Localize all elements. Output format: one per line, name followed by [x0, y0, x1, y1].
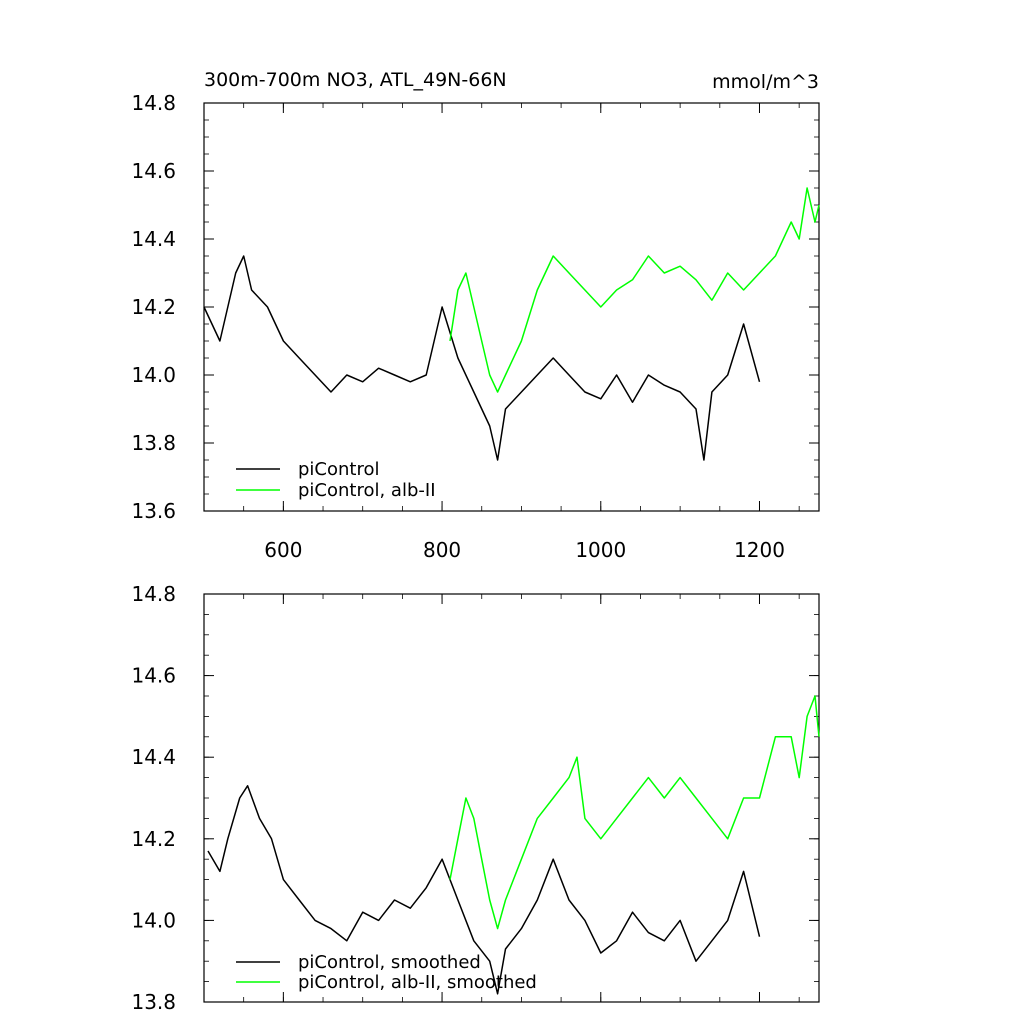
- series-line-picontrol: [207, 785, 761, 995]
- bottom-panel-ticks: 13.8 14.0 14.2 14.4 14.6 14.8: [131, 582, 819, 1014]
- x-tick-label: 1200: [734, 538, 785, 562]
- bottom-panel-legend: piControl, smoothed piControl, alb-II, s…: [236, 952, 537, 993]
- y-tick-label: 14.6: [131, 664, 176, 688]
- top-panel-units: mmol/m^3: [712, 71, 819, 93]
- bottom-panel: 13.8 14.0 14.2 14.4 14.6 14.8 piControl, smoo…: [131, 582, 820, 1014]
- legend-label-picontrol-alb-ii: piControl, alb-II: [298, 480, 436, 501]
- top-panel-title: 300m-700m NO3, ATL_49N-66N: [204, 69, 507, 91]
- x-tick-label: 600: [264, 538, 302, 562]
- top-panel-legend: piControl piControl, alb-II: [236, 459, 436, 501]
- y-tick-label: 13.8: [131, 431, 176, 455]
- top-panel-frame: [203, 102, 820, 512]
- top-panel-ticks: 13.6 13.8 14.0 14.2 14.4 14.6 14.8 600 800 1000 12…: [131, 91, 819, 562]
- y-tick-label: 14.2: [131, 295, 176, 319]
- y-tick-label: 13.8: [131, 990, 176, 1014]
- series-line-picontrol: [203, 255, 761, 461]
- y-tick-label: 14.6: [131, 159, 176, 183]
- y-tick-label: 13.6: [131, 499, 176, 523]
- series-line-picontrol-alb-ii: [449, 695, 820, 930]
- y-tick-label: 14.4: [131, 745, 176, 769]
- x-tick-label: 1000: [575, 538, 626, 562]
- top-panel: 300m-700m NO3, ATL_49N-66N mmol/m^3 13.6…: [131, 69, 820, 562]
- bottom-panel-series: [207, 695, 820, 995]
- top-panel-series: [203, 187, 820, 461]
- series-line-picontrol-alb-ii: [449, 187, 820, 393]
- x-tick-label: 800: [423, 538, 461, 562]
- y-tick-label: 14.0: [131, 363, 176, 387]
- y-tick-label: 14.2: [131, 827, 176, 851]
- y-tick-label: 14.8: [131, 582, 176, 606]
- y-tick-label: 14.8: [131, 91, 176, 115]
- legend-label-picontrol: piControl: [298, 459, 380, 480]
- legend-label-picontrol-alb-ii-smoothed: piControl, alb-II, smoothed: [298, 972, 537, 993]
- y-tick-label: 14.0: [131, 908, 176, 932]
- y-tick-label: 14.4: [131, 227, 176, 251]
- legend-label-picontrol-smoothed: piControl, smoothed: [298, 952, 481, 973]
